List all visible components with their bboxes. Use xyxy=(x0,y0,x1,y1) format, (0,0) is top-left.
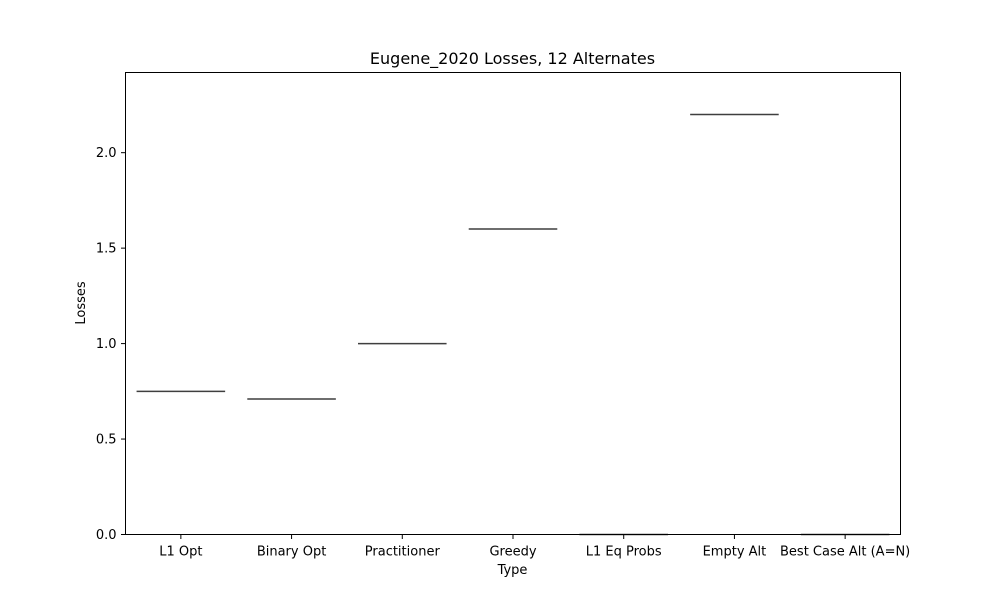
plot-frame xyxy=(125,72,901,535)
y-axis-label: Losses xyxy=(74,281,89,325)
x-tick-label: L1 Opt xyxy=(159,545,202,560)
x-axis: L1 Opt Binary Opt Practitioner Greedy L1 Eq … xyxy=(159,534,910,560)
y-tick-label: 1.5 xyxy=(96,242,117,257)
x-tick-label: Empty Alt xyxy=(703,545,767,560)
x-tick-label: Binary Opt xyxy=(257,545,327,560)
y-tick-label: 0.5 xyxy=(96,433,117,448)
x-tick-label: Best Case Alt (A=N) xyxy=(780,545,910,560)
x-tick-label: L1 Eq Probs xyxy=(586,545,662,560)
chart-title: Eugene_2020 Losses, 12 Alternates xyxy=(370,49,655,69)
y-tick-label: 0.0 xyxy=(96,528,117,543)
marks-layer xyxy=(136,113,890,536)
x-axis-label: Type xyxy=(497,563,528,578)
x-tick-label: Practitioner xyxy=(365,545,441,560)
y-tick-label: 2.0 xyxy=(96,146,117,161)
y-axis: 0.0 0.5 1.0 1.5 2.0 xyxy=(96,146,126,543)
y-tick-label: 1.0 xyxy=(96,337,117,352)
x-tick-label: Greedy xyxy=(489,545,536,560)
